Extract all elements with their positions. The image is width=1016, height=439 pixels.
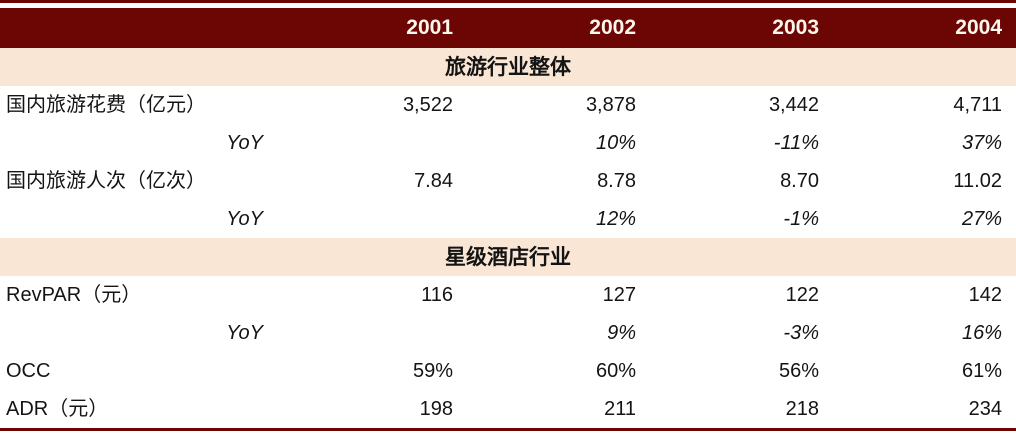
cell-2003: 56% bbox=[778, 360, 819, 382]
top-rule bbox=[0, 0, 1016, 3]
cell-2001 bbox=[284, 200, 467, 238]
top-gap bbox=[0, 3, 1016, 8]
cell-2001: 7.84 bbox=[414, 170, 453, 192]
cell-2004: 16% bbox=[961, 322, 1002, 344]
cell-2002: 60% bbox=[595, 360, 636, 382]
table-row-yoy: YoY 12% -1% 27% bbox=[0, 200, 1016, 238]
table-row: 国内旅游花费（亿元） 3,522 3,878 3,442 4,711 bbox=[0, 86, 1016, 124]
cell-2004: 37% bbox=[961, 132, 1002, 154]
header-label-spacer bbox=[0, 8, 284, 48]
table-row: OCC 59% 60% 56% 61% bbox=[0, 352, 1016, 390]
cell-2002: 3,878 bbox=[585, 94, 636, 116]
cell-2004: 4,711 bbox=[953, 94, 1002, 116]
col-header-2004: 2004 bbox=[955, 16, 1002, 39]
cell-2003: -1% bbox=[783, 208, 819, 230]
cell-2001: 116 bbox=[421, 284, 453, 306]
section-title: 星级酒店行业 bbox=[445, 245, 571, 269]
row-label: 国内旅游人次（亿次） bbox=[6, 170, 206, 192]
section-header-hotel: 星级酒店行业 bbox=[0, 238, 1016, 276]
cell-2002: 8.78 bbox=[597, 170, 636, 192]
cell-2003: 122 bbox=[785, 284, 819, 306]
cell-2004: 234 bbox=[968, 398, 1002, 420]
cell-2004: 11.02 bbox=[953, 170, 1002, 192]
row-label-yoy: YoY bbox=[226, 132, 263, 154]
row-label-yoy: YoY bbox=[226, 322, 263, 344]
cell-2003: 218 bbox=[785, 398, 819, 420]
section-header-tourism: 旅游行业整体 bbox=[0, 48, 1016, 86]
cell-2004: 61% bbox=[961, 360, 1002, 382]
row-label: ADR（元） bbox=[6, 398, 109, 420]
table-row: RevPAR（元） 116 127 122 142 bbox=[0, 276, 1016, 314]
col-header-2003: 2003 bbox=[772, 16, 819, 39]
row-label: 国内旅游花费（亿元） bbox=[6, 94, 206, 116]
col-header-2001: 2001 bbox=[406, 16, 453, 39]
table-row: ADR（元） 198 211 218 234 bbox=[0, 390, 1016, 428]
table-header-row: 2001 2002 2003 2004 bbox=[0, 8, 1016, 48]
row-label-yoy: YoY bbox=[226, 208, 263, 230]
table-row: 国内旅游人次（亿次） 7.84 8.78 8.70 11.02 bbox=[0, 162, 1016, 200]
cell-2004: 27% bbox=[961, 208, 1002, 230]
cell-2003: 8.70 bbox=[780, 170, 819, 192]
cell-2004: 142 bbox=[968, 284, 1002, 306]
cell-2001: 59% bbox=[412, 360, 453, 382]
cell-2003: -11% bbox=[773, 132, 819, 154]
table-row-yoy: YoY 9% -3% 16% bbox=[0, 314, 1016, 352]
row-label: OCC bbox=[6, 360, 51, 382]
table-row-yoy: YoY 10% -11% 37% bbox=[0, 124, 1016, 162]
cell-2001: 3,522 bbox=[402, 94, 453, 116]
cell-2003: 3,442 bbox=[768, 94, 819, 116]
cell-2002: 9% bbox=[607, 322, 636, 344]
cell-2002: 10% bbox=[595, 132, 636, 154]
section-title: 旅游行业整体 bbox=[445, 55, 571, 79]
col-header-2002: 2002 bbox=[589, 16, 636, 39]
cell-2003: -3% bbox=[783, 322, 819, 344]
cell-2002: 127 bbox=[602, 284, 636, 306]
cell-2001 bbox=[284, 124, 467, 162]
cell-2002: 211 bbox=[604, 398, 636, 420]
cell-2001 bbox=[284, 314, 467, 352]
row-label: RevPAR（元） bbox=[6, 284, 142, 306]
cell-2001: 198 bbox=[419, 398, 453, 420]
bottom-rule bbox=[0, 428, 1016, 431]
cell-2002: 12% bbox=[595, 208, 636, 230]
